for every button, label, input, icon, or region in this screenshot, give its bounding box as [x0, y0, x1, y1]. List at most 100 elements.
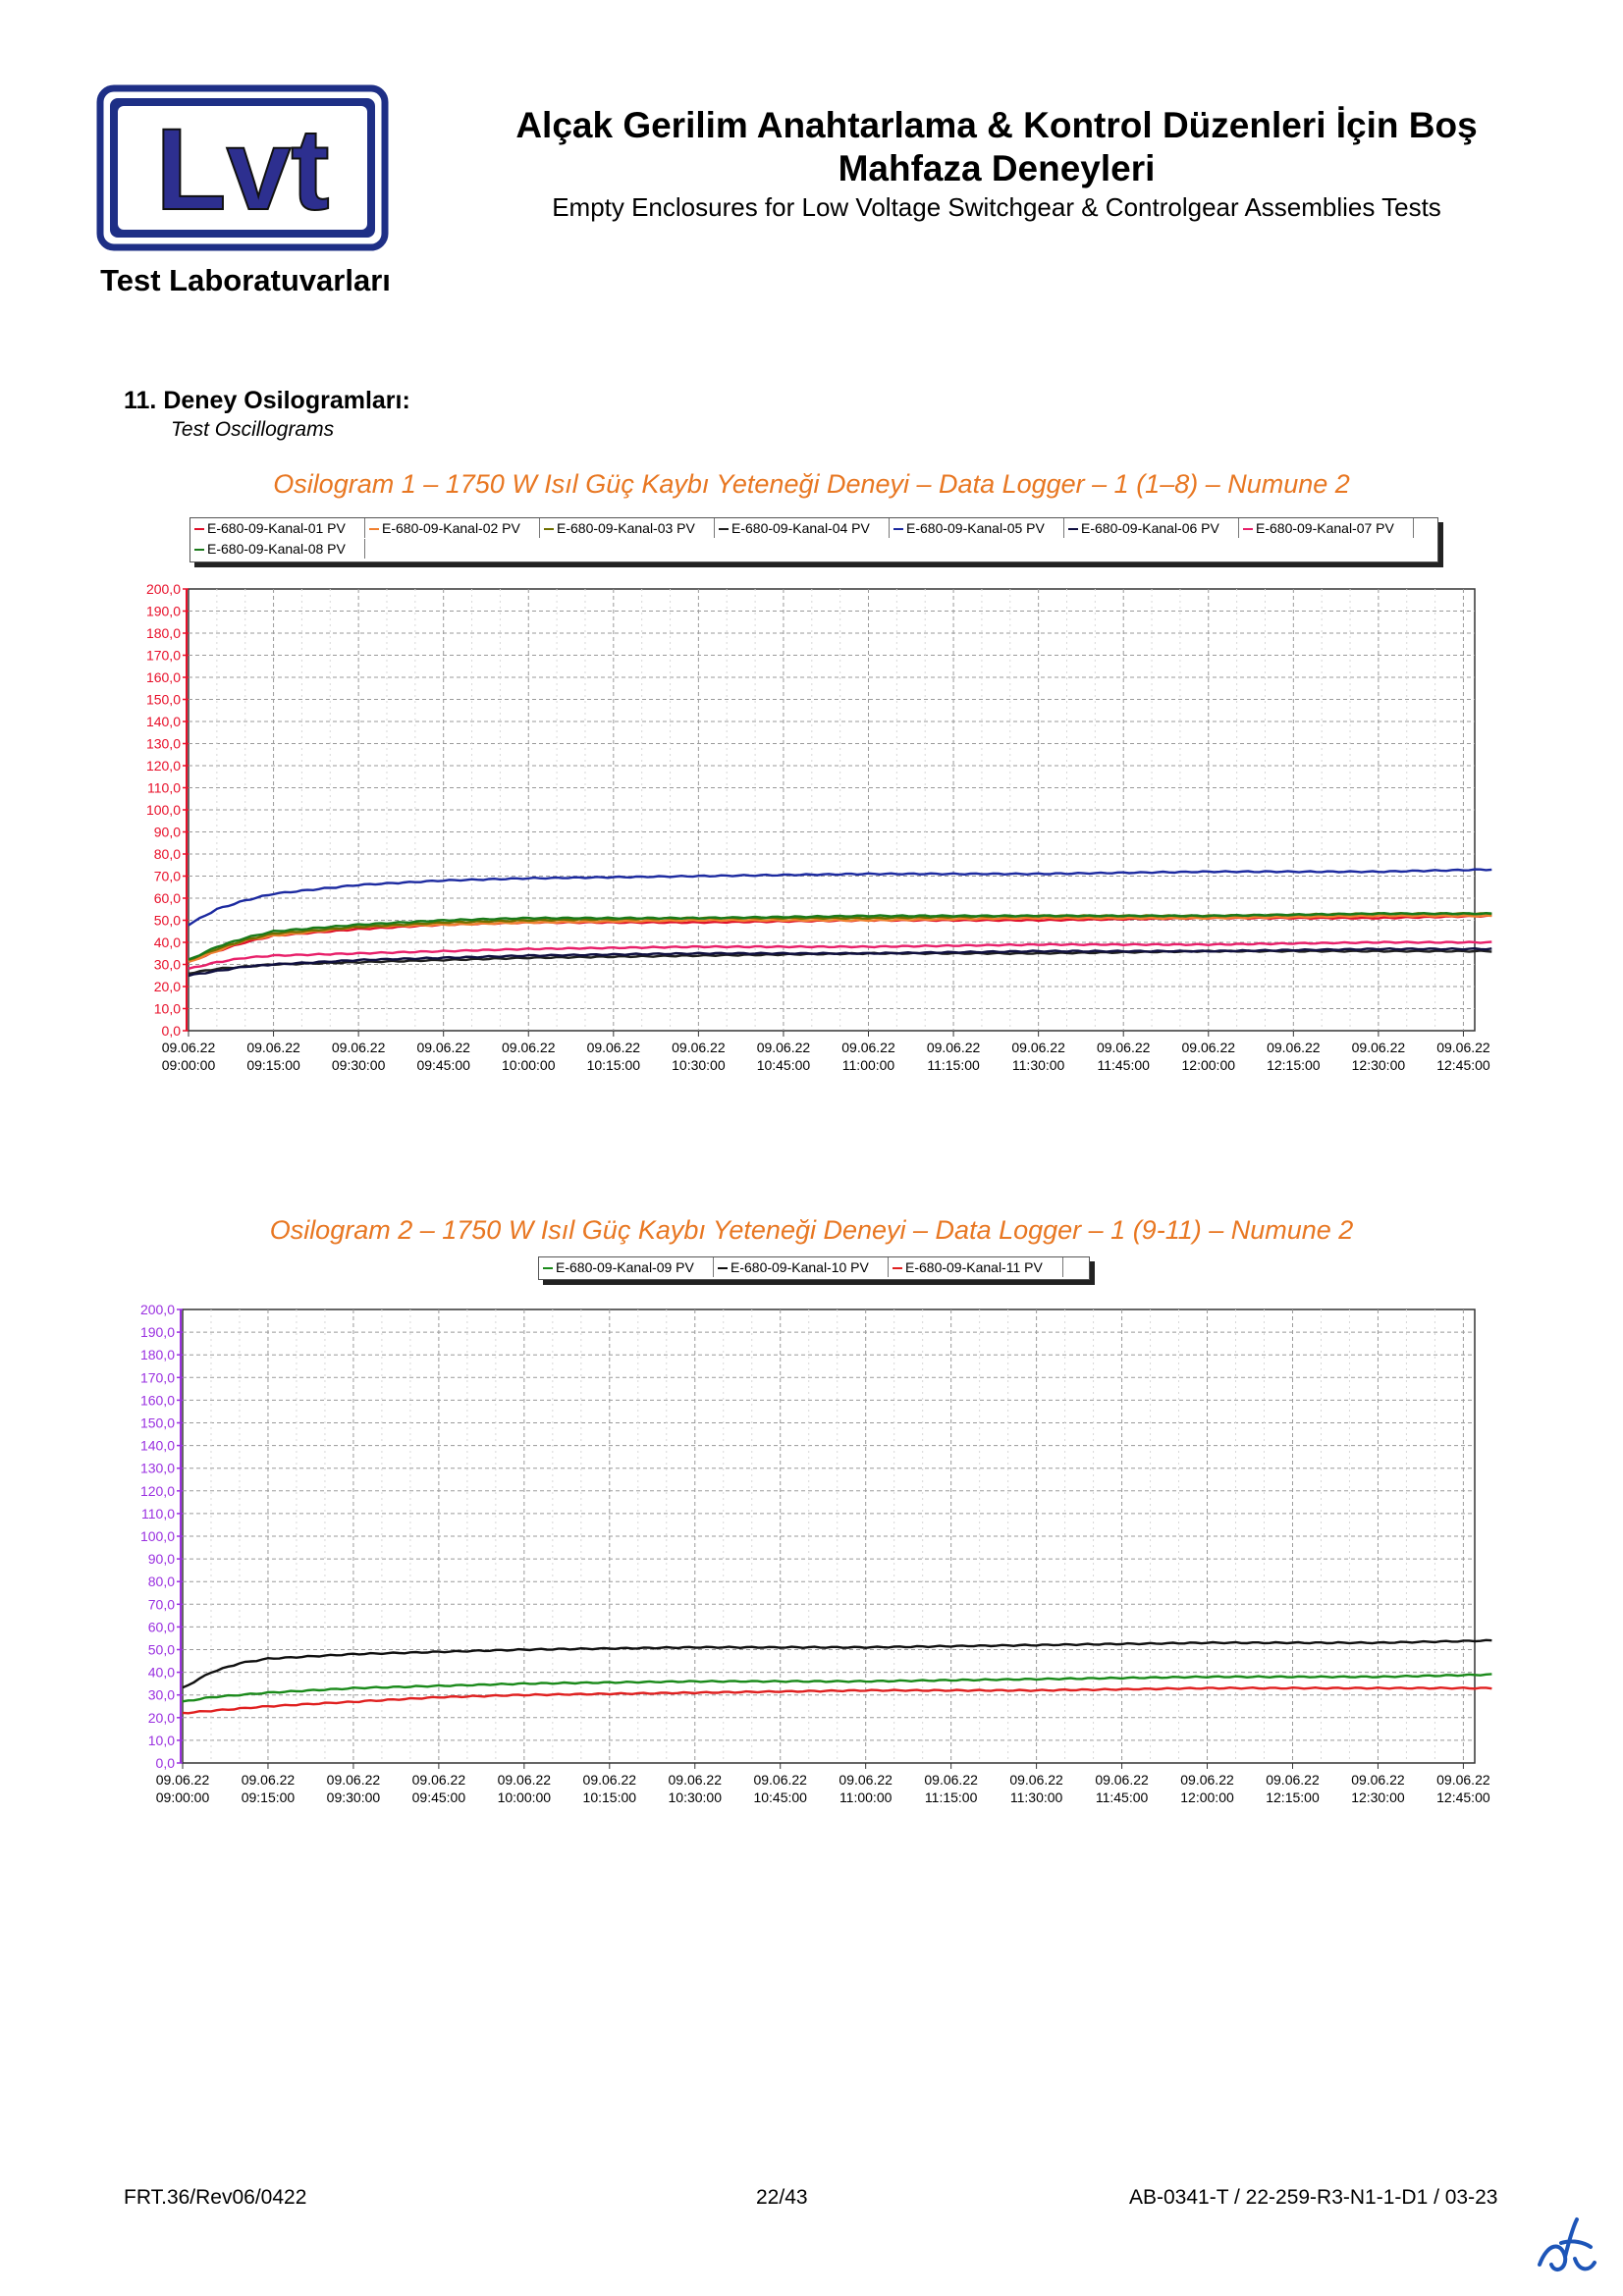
- legend-label: E-680-09-Kanal-06 PV: [1081, 520, 1219, 536]
- section-heading: 11. Deney Osilogramları:: [124, 387, 410, 415]
- y-tick-label: 170,0: [140, 1369, 175, 1385]
- series-line-e-680-09-kanal-06-pv: [188, 946, 1492, 978]
- y-tick-label: 30,0: [148, 1687, 175, 1703]
- y-tick-label: 160,0: [146, 669, 181, 685]
- y-tick-label: 200,0: [140, 1302, 175, 1317]
- x-tick-time: 10:30:00: [672, 1057, 726, 1073]
- x-tick-time: 11:45:00: [1097, 1057, 1150, 1073]
- y-tick-label: 30,0: [154, 957, 181, 973]
- x-tick-date: 09.06.22: [587, 1040, 641, 1055]
- legend-label: E-680-09-Kanal-04 PV: [731, 520, 870, 536]
- y-tick-label: 180,0: [146, 625, 181, 641]
- legend-label: E-680-09-Kanal-09 PV: [556, 1259, 694, 1275]
- x-tick-time: 12:45:00: [1436, 1789, 1490, 1805]
- legend-label: E-680-09-Kanal-10 PV: [730, 1259, 869, 1275]
- x-tick-date: 09.06.22: [412, 1772, 466, 1788]
- x-tick-date: 09.06.22: [1009, 1772, 1063, 1788]
- x-tick-date: 09.06.22: [1180, 1772, 1234, 1788]
- y-tick-label: 180,0: [140, 1347, 175, 1362]
- section-subtitle: Test Oscillograms: [171, 418, 335, 441]
- legend-label: E-680-09-Kanal-05 PV: [906, 520, 1045, 536]
- legend-item: E-680-09-Kanal-10 PV: [714, 1257, 889, 1277]
- x-tick-date: 09.06.22: [498, 1772, 552, 1788]
- page-subtitle: Empty Enclosures for Low Voltage Switchg…: [552, 192, 1441, 222]
- y-tick-label: 140,0: [146, 714, 181, 729]
- y-tick-label: 140,0: [140, 1438, 175, 1454]
- legend-swatch: [893, 528, 903, 531]
- series-line-e-680-09-kanal-09-pv: [182, 1673, 1492, 1703]
- lvt-logo: Lvt: [96, 84, 389, 251]
- y-tick-label: 90,0: [154, 825, 181, 840]
- legend-label: E-680-09-Kanal-08 PV: [207, 541, 346, 557]
- y-tick-label: 130,0: [140, 1461, 175, 1476]
- x-tick-time: 12:15:00: [1267, 1057, 1321, 1073]
- chart1-legend: E-680-09-Kanal-01 PV E-680-09-Kanal-02 PV…: [189, 517, 1438, 562]
- x-tick-date: 09.06.22: [1011, 1040, 1065, 1055]
- section-number: 11.: [124, 387, 157, 414]
- x-tick-time: 11:00:00: [839, 1789, 893, 1805]
- x-tick-time: 09:15:00: [246, 1057, 300, 1073]
- legend-swatch: [719, 528, 729, 531]
- x-tick-date: 09.06.22: [924, 1772, 978, 1788]
- x-tick-time: 09:45:00: [416, 1057, 470, 1073]
- chart2-title: Osilogram 2 – 1750 W Isıl Güç Kaybı Yete…: [269, 1215, 1354, 1245]
- x-tick-time: 11:45:00: [1096, 1789, 1149, 1805]
- y-tick-label: 100,0: [146, 802, 181, 818]
- y-tick-label: 170,0: [146, 648, 181, 664]
- y-tick-label: 100,0: [140, 1528, 175, 1544]
- legend-swatch: [194, 528, 204, 531]
- x-tick-time: 12:15:00: [1266, 1789, 1320, 1805]
- y-tick-label: 200,0: [146, 581, 181, 597]
- x-tick-time: 12:45:00: [1436, 1057, 1490, 1073]
- lab-name: Test Laboratuvarları: [100, 263, 391, 297]
- x-tick-date: 09.06.22: [841, 1040, 895, 1055]
- y-tick-label: 150,0: [146, 692, 181, 708]
- x-tick-date: 09.06.22: [1095, 1772, 1149, 1788]
- series-line-e-680-09-kanal-08-pv: [188, 911, 1492, 961]
- y-tick-label: 0,0: [162, 1023, 182, 1039]
- chart2-legend: E-680-09-Kanal-09 PV E-680-09-Kanal-10 PV…: [538, 1256, 1090, 1280]
- x-tick-date: 09.06.22: [246, 1040, 300, 1055]
- x-tick-time: 12:30:00: [1351, 1789, 1405, 1805]
- x-tick-date: 09.06.22: [156, 1772, 210, 1788]
- y-tick-label: 120,0: [146, 758, 181, 774]
- legend-item: E-680-09-Kanal-03 PV: [540, 518, 715, 538]
- chart2: 0,0 10,0 20,0 30,0 40,0 50,0 60,0 70,0 80,0 90,0 1…: [140, 1302, 1492, 1805]
- series-line-e-680-09-kanal-11-pv: [182, 1685, 1492, 1715]
- y-tick-label: 50,0: [154, 913, 181, 929]
- x-tick-time: 11:15:00: [925, 1789, 978, 1805]
- section-title: Deney Osilogramları:: [163, 387, 410, 414]
- y-tick-label: 90,0: [148, 1551, 175, 1567]
- y-tick-label: 60,0: [148, 1619, 175, 1634]
- x-tick-date: 09.06.22: [839, 1772, 893, 1788]
- x-tick-time: 09:00:00: [162, 1057, 216, 1073]
- y-tick-label: 110,0: [141, 1506, 175, 1522]
- y-tick-label: 160,0: [140, 1392, 175, 1408]
- legend-swatch: [369, 528, 379, 531]
- y-tick-label: 110,0: [147, 780, 181, 796]
- x-tick-time: 12:30:00: [1352, 1057, 1406, 1073]
- y-tick-label: 10,0: [154, 1001, 181, 1017]
- chart1-title: Osilogram 1 – 1750 W Isıl Güç Kaybı Yete…: [273, 469, 1350, 499]
- series-line-e-680-09-kanal-10-pv: [182, 1638, 1492, 1689]
- x-tick-time: 09:15:00: [242, 1789, 296, 1805]
- legend-item: E-680-09-Kanal-07 PV: [1239, 518, 1414, 538]
- x-tick-time: 12:00:00: [1182, 1057, 1236, 1073]
- y-tick-label: 190,0: [140, 1324, 175, 1340]
- y-tick-label: 50,0: [148, 1642, 175, 1658]
- x-tick-date: 09.06.22: [1182, 1040, 1236, 1055]
- legend-swatch: [194, 549, 204, 552]
- logo-text: Lvt: [156, 105, 330, 235]
- y-tick-label: 150,0: [140, 1415, 175, 1431]
- x-tick-date: 09.06.22: [332, 1040, 386, 1055]
- footer-page-number: 22/43: [756, 2186, 808, 2209]
- legend-swatch: [543, 1267, 553, 1270]
- y-tick-label: 130,0: [146, 736, 181, 752]
- legend-swatch: [893, 1267, 902, 1270]
- x-tick-time: 11:30:00: [1010, 1789, 1063, 1805]
- x-tick-time: 10:45:00: [757, 1057, 811, 1073]
- x-tick-date: 09.06.22: [242, 1772, 296, 1788]
- x-tick-date: 09.06.22: [327, 1772, 381, 1788]
- y-tick-label: 80,0: [154, 846, 181, 862]
- x-tick-time: 10:00:00: [502, 1057, 556, 1073]
